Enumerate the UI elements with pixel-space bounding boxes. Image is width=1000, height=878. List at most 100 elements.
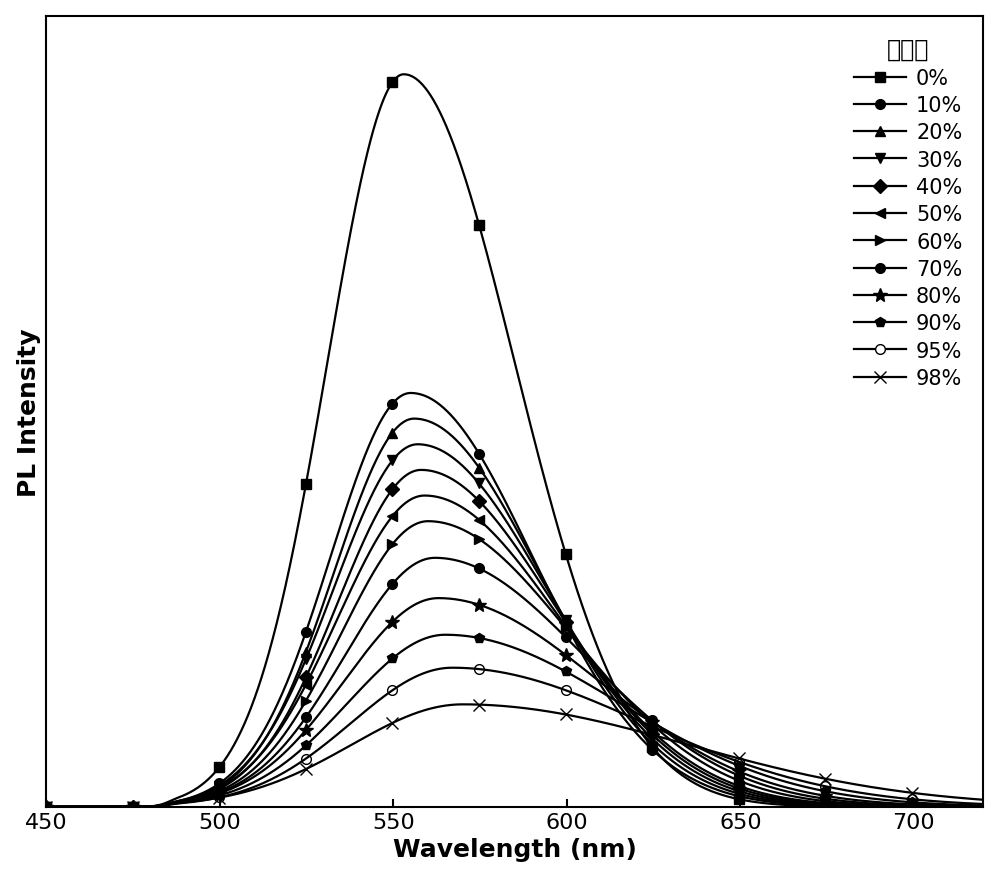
Line: 95%: 95% — [41, 663, 988, 812]
20% — [40, 802, 52, 812]
0% — [147, 801, 159, 811]
80% — [432, 594, 444, 604]
30% — [977, 802, 989, 812]
70% — [858, 798, 870, 809]
40% — [858, 801, 870, 811]
95% — [977, 799, 989, 810]
80% — [203, 791, 215, 802]
50% — [147, 802, 159, 812]
98% — [203, 795, 215, 805]
0% — [858, 802, 870, 812]
Line: 80%: 80% — [39, 592, 990, 814]
70% — [977, 802, 989, 812]
Line: 40%: 40% — [41, 465, 988, 812]
Line: 10%: 10% — [41, 389, 988, 812]
90% — [40, 802, 52, 812]
40% — [203, 788, 215, 799]
10% — [40, 802, 52, 812]
95% — [858, 788, 870, 799]
20% — [441, 427, 453, 437]
10% — [441, 406, 453, 416]
98% — [977, 795, 989, 805]
30% — [40, 802, 52, 812]
60% — [147, 802, 159, 812]
20% — [400, 416, 412, 427]
0% — [441, 122, 453, 133]
10% — [858, 802, 870, 812]
Legend: 0%, 10%, 20%, 30%, 40%, 50%, 60%, 70%, 80%, 90%, 95%, 98%: 0%, 10%, 20%, 30%, 40%, 50%, 60%, 70%, 8… — [843, 27, 973, 399]
90% — [441, 630, 453, 640]
50% — [959, 802, 971, 812]
30% — [203, 786, 215, 796]
95% — [959, 798, 971, 809]
70% — [400, 565, 412, 576]
90% — [400, 644, 412, 654]
20% — [977, 802, 989, 812]
40% — [415, 465, 427, 476]
40% — [147, 802, 159, 812]
40% — [441, 471, 453, 482]
Line: 30%: 30% — [41, 440, 988, 812]
80% — [147, 802, 159, 812]
70% — [40, 802, 52, 812]
X-axis label: Wavelength (nm): Wavelength (nm) — [393, 838, 637, 861]
10% — [405, 388, 417, 399]
90% — [977, 801, 989, 811]
80% — [858, 795, 870, 806]
98% — [400, 712, 412, 723]
90% — [147, 802, 159, 812]
80% — [400, 606, 412, 616]
30% — [858, 801, 870, 811]
10% — [977, 802, 989, 812]
95% — [147, 802, 159, 812]
60% — [441, 519, 453, 529]
30% — [147, 802, 159, 812]
20% — [858, 801, 870, 811]
50% — [400, 498, 412, 508]
70% — [429, 553, 441, 564]
50% — [977, 802, 989, 812]
95% — [400, 677, 412, 687]
0% — [40, 802, 52, 812]
20% — [959, 802, 971, 812]
20% — [203, 788, 215, 798]
98% — [147, 801, 159, 811]
80% — [977, 801, 989, 811]
90% — [203, 793, 215, 803]
Line: 50%: 50% — [41, 491, 988, 812]
30% — [959, 802, 971, 812]
98% — [858, 781, 870, 791]
Line: 98%: 98% — [41, 699, 989, 812]
Line: 0%: 0% — [41, 70, 988, 812]
60% — [422, 516, 434, 527]
60% — [40, 802, 52, 812]
40% — [959, 802, 971, 812]
10% — [959, 802, 971, 812]
60% — [203, 790, 215, 801]
0% — [203, 774, 215, 784]
Line: 70%: 70% — [41, 553, 988, 812]
10% — [147, 802, 159, 812]
90% — [439, 630, 451, 640]
40% — [40, 802, 52, 812]
70% — [441, 554, 453, 565]
30% — [400, 443, 412, 454]
30% — [412, 440, 424, 450]
50% — [203, 788, 215, 798]
Line: 90%: 90% — [41, 630, 988, 812]
0% — [400, 70, 412, 81]
98% — [959, 793, 971, 803]
90% — [858, 793, 870, 803]
50% — [858, 800, 870, 810]
98% — [440, 701, 452, 711]
40% — [400, 471, 412, 481]
98% — [40, 802, 52, 812]
95% — [203, 795, 215, 805]
60% — [858, 799, 870, 810]
90% — [959, 800, 971, 810]
Y-axis label: PL Intensity: PL Intensity — [17, 327, 41, 496]
40% — [977, 802, 989, 812]
98% — [457, 699, 469, 709]
80% — [959, 801, 971, 811]
95% — [440, 663, 452, 673]
